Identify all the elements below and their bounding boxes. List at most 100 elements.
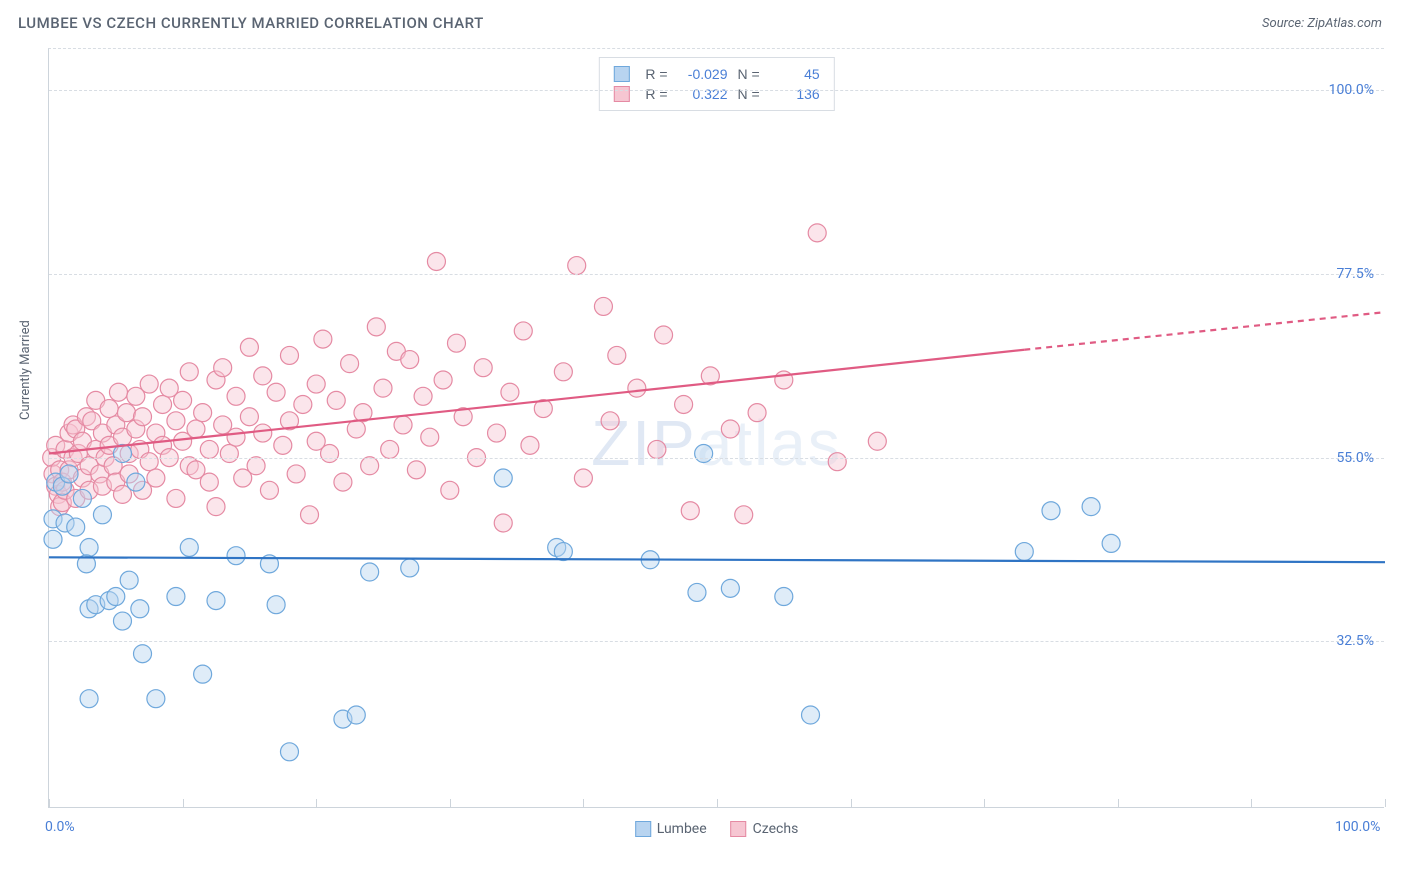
scatter-point [1042,502,1060,520]
scatter-point [554,363,572,381]
scatter-point [521,436,539,454]
scatter-point [240,408,258,426]
scatter-point [334,473,352,491]
scatter-point [307,375,325,393]
scatter-point [608,346,626,364]
scatter-point [294,395,312,413]
gridline [49,90,1384,91]
scatter-point [775,588,793,606]
scatter-point [321,445,339,463]
scatter-point [301,506,319,524]
scatter-point [721,579,739,597]
x-tick [851,799,852,807]
scatter-point [113,612,131,630]
scatter-point [44,530,62,548]
bottom-legend: LumbeeCzechs [635,821,799,837]
plot-svg [49,49,1384,807]
scatter-point [648,440,666,458]
scatter-point [174,391,192,409]
scatter-point [147,469,165,487]
scatter-point [67,518,85,536]
x-tick [984,799,985,807]
legend-swatch [731,821,747,837]
y-axis-label: Currently Married [18,320,33,420]
scatter-point [401,559,419,577]
x-tick [1118,799,1119,807]
scatter-point [207,498,225,516]
scatter-point [260,481,278,499]
scatter-point [414,387,432,405]
stat-label: R = [645,86,667,102]
scatter-point [131,600,149,618]
chart-plot-area: ZIPatlas R =-0.029N =45R =0.322N =136 Lu… [48,48,1384,808]
x-tick [1251,799,1252,807]
scatter-point [247,457,265,475]
stat-r-value: -0.029 [678,66,728,82]
scatter-point [327,391,345,409]
scatter-point [688,583,706,601]
gridline [49,274,1384,275]
scatter-point [1082,498,1100,516]
scatter-point [494,514,512,532]
scatter-point [401,351,419,369]
scatter-point [100,400,118,418]
scatter-point [601,412,619,430]
scatter-point [60,465,78,483]
scatter-point [254,367,272,385]
scatter-point [361,457,379,475]
legend-item: Lumbee [635,821,707,837]
y-tick-label: 32.5% [1336,633,1374,649]
x-tick [717,799,718,807]
legend-swatch [613,86,629,102]
scatter-point [140,453,158,471]
scatter-point [655,326,673,344]
scatter-point [227,428,245,446]
stats-legend-box: R =-0.029N =45R =0.322N =136 [598,57,834,111]
scatter-point [314,330,332,348]
scatter-point [117,404,135,422]
scatter-point [109,383,127,401]
legend-label: Lumbee [657,821,707,837]
x-tick [450,799,451,807]
stat-r-value: 0.322 [678,86,728,102]
scatter-point [735,506,753,524]
x-tick [49,799,50,807]
scatter-point [280,743,298,761]
scatter-point [207,592,225,610]
scatter-point [474,359,492,377]
scatter-point [287,465,305,483]
scatter-point [220,445,238,463]
scatter-point [274,436,292,454]
scatter-point [267,383,285,401]
scatter-point [167,412,185,430]
scatter-point [675,395,693,413]
scatter-point [421,428,439,446]
scatter-point [214,359,232,377]
scatter-point [134,408,152,426]
scatter-point [140,375,158,393]
scatter-point [407,461,425,479]
scatter-point [194,404,212,422]
scatter-point [240,338,258,356]
scatter-point [808,224,826,242]
scatter-point [254,424,272,442]
stat-n-value: 136 [770,86,820,102]
scatter-point [127,473,145,491]
scatter-point [107,588,125,606]
trend-line [1024,312,1385,350]
scatter-point [748,404,766,422]
x-tick [583,799,584,807]
scatter-point [721,420,739,438]
scatter-point [147,690,165,708]
legend-swatch [635,821,651,837]
scatter-point [194,665,212,683]
stats-row: R =0.322N =136 [613,84,819,104]
y-tick-label: 77.5% [1336,266,1374,282]
scatter-point [120,571,138,589]
scatter-point [501,383,519,401]
scatter-point [361,563,379,581]
scatter-point [347,706,365,724]
x-tick [183,799,184,807]
scatter-point [267,596,285,614]
scatter-point [154,395,172,413]
